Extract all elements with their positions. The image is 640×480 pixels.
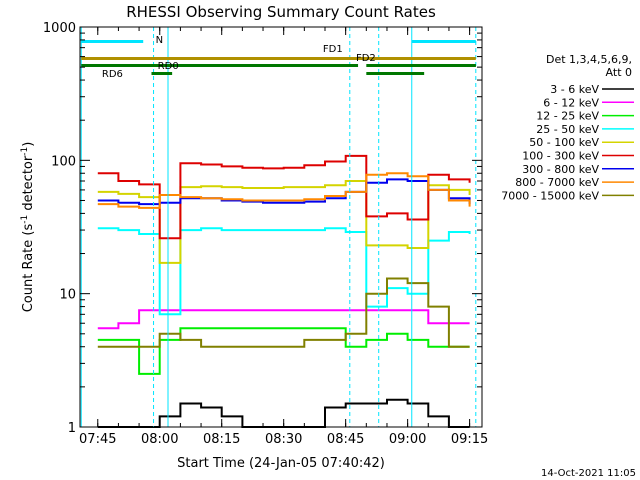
x-tick-label: 09:15 bbox=[451, 432, 488, 447]
legend-label: 7000 - 15000 keV bbox=[501, 189, 599, 202]
flag-bar bbox=[411, 40, 476, 43]
legend-label: 25 - 50 keV bbox=[536, 123, 599, 136]
flag-label-rd6: RD6 bbox=[102, 69, 123, 80]
series-line bbox=[97, 327, 470, 375]
series-line bbox=[97, 172, 471, 209]
x-tick-label: 08:00 bbox=[141, 432, 178, 447]
x-tick-label: 08:15 bbox=[203, 432, 240, 447]
plot-frame bbox=[79, 26, 483, 428]
flag-bars: N FD1 FD2 RD0 RD6 bbox=[81, 35, 476, 80]
y-axis-label: Count Rate (s-1 detector-1) bbox=[20, 142, 36, 313]
legend-label: 300 - 800 keV bbox=[522, 163, 599, 176]
series-layer bbox=[97, 154, 471, 428]
flag-label-fd2: FD2 bbox=[356, 53, 376, 64]
legend-label: 50 - 100 keV bbox=[529, 136, 599, 149]
series-line bbox=[97, 154, 471, 240]
x-tick-label: 08:45 bbox=[327, 432, 364, 447]
legend-label: 6 - 12 keV bbox=[543, 96, 599, 109]
flag-bar bbox=[151, 72, 173, 75]
series-line bbox=[97, 180, 471, 264]
chart-title: RHESSI Observing Summary Count Rates bbox=[126, 3, 436, 21]
attenuator-markers bbox=[80, 27, 477, 427]
x-tick-label: 08:30 bbox=[265, 432, 302, 447]
x-tick-label: 07:45 bbox=[79, 432, 116, 447]
footer-date: 14-Oct-2021 11:05 bbox=[541, 468, 636, 479]
flag-bar bbox=[81, 40, 144, 43]
flag-bar bbox=[424, 64, 476, 67]
legend-label: 12 - 25 keV bbox=[536, 110, 599, 123]
legend-label: 100 - 300 keV bbox=[522, 150, 599, 163]
y-tick-label: 1 bbox=[68, 421, 76, 436]
x-axis-ticks: 07:45 08:00 08:15 08:30 08:45 09:00 09:15 bbox=[79, 27, 488, 447]
legend-label: 3 - 6 keV bbox=[550, 83, 599, 96]
y-tick-label: 1000 bbox=[43, 21, 76, 36]
flag-bar bbox=[366, 72, 425, 75]
legend-header-detectors: Det 1,3,4,5,6,9, bbox=[546, 53, 632, 66]
x-tick-label: 09:00 bbox=[389, 432, 426, 447]
x-axis-label: Start Time (24-Jan-05 07:40:42) bbox=[177, 456, 385, 471]
flag-bar bbox=[81, 57, 476, 60]
series-line bbox=[97, 277, 470, 348]
y-tick-label: 10 bbox=[59, 288, 76, 303]
flag-label-fd1: FD1 bbox=[323, 44, 343, 55]
flag-bar bbox=[366, 64, 476, 67]
legend-header-attenuator: Att 0 bbox=[606, 66, 632, 79]
y-axis-ticks: 1 10 100 1000 bbox=[43, 21, 482, 436]
flag-bar bbox=[81, 64, 359, 67]
series-line bbox=[97, 309, 470, 330]
flag-label-rd0: RD0 bbox=[158, 61, 179, 72]
flag-label-n: N bbox=[156, 35, 163, 46]
y-tick-label: 100 bbox=[51, 154, 76, 169]
legend-label: 800 - 7000 keV bbox=[515, 176, 599, 189]
